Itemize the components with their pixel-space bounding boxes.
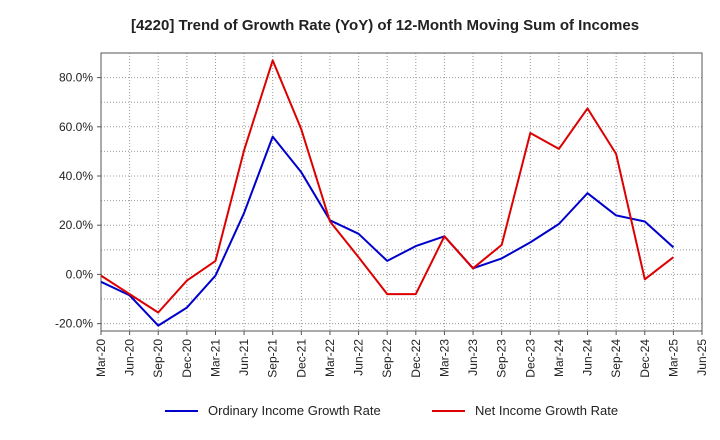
y-tick-label: 60.0% <box>59 120 93 134</box>
x-tick-label: Mar-23 <box>437 339 451 377</box>
legend-label: Ordinary Income Growth Rate <box>208 403 381 418</box>
x-axis: Mar-20 Jun-20 Sep-20 Dec-20 Mar-21 Jun-21 Sep-… <box>94 331 709 378</box>
x-tick-label: Jun-25 <box>695 339 709 376</box>
x-tick-label: Sep-21 <box>266 339 280 378</box>
x-tick-label: Dec-24 <box>638 339 652 378</box>
plot-area <box>101 53 702 331</box>
x-tick-label: Jun-20 <box>123 339 137 376</box>
legend-label: Net Income Growth Rate <box>475 403 618 418</box>
y-tick-label: 20.0% <box>59 218 93 232</box>
grid <box>101 53 702 331</box>
x-tick-label: Mar-20 <box>94 339 108 377</box>
chart-title: [4220] Trend of Growth Rate (YoY) of 12-… <box>131 17 639 34</box>
series-line-net-income <box>100 59 675 314</box>
y-tick-label: 0.0% <box>66 267 94 281</box>
x-tick-label: Sep-20 <box>151 339 165 378</box>
x-tick-label: Dec-22 <box>409 339 423 378</box>
y-tick-label: 80.0% <box>59 71 93 85</box>
x-tick-label: Sep-22 <box>380 339 394 378</box>
series-group <box>100 59 675 327</box>
x-tick-label: Sep-24 <box>609 339 623 378</box>
x-tick-label: Mar-22 <box>323 339 337 377</box>
x-tick-label: Jun-21 <box>237 339 251 376</box>
series-line-ordinary-income <box>100 135 675 327</box>
x-tick-label: Sep-23 <box>495 339 509 378</box>
x-tick-label: Jun-23 <box>466 339 480 376</box>
y-axis: -20.0% 0.0% 20.0% 40.0% 60.0% 80.0% <box>55 71 101 331</box>
legend: Ordinary Income Growth Rate Net Income Gr… <box>165 403 618 418</box>
x-tick-label: Mar-24 <box>552 339 566 377</box>
y-tick-label: -20.0% <box>55 317 93 331</box>
x-tick-label: Mar-25 <box>666 339 680 377</box>
plot-frame <box>100 52 703 332</box>
x-tick-label: Dec-21 <box>294 339 308 378</box>
y-tick-label: 40.0% <box>59 169 93 183</box>
x-tick-label: Dec-23 <box>523 339 537 378</box>
x-tick-label: Jun-24 <box>581 339 595 376</box>
x-tick-label: Mar-21 <box>208 339 222 377</box>
x-tick-label: Dec-20 <box>180 339 194 378</box>
x-tick-label: Jun-22 <box>352 339 366 376</box>
